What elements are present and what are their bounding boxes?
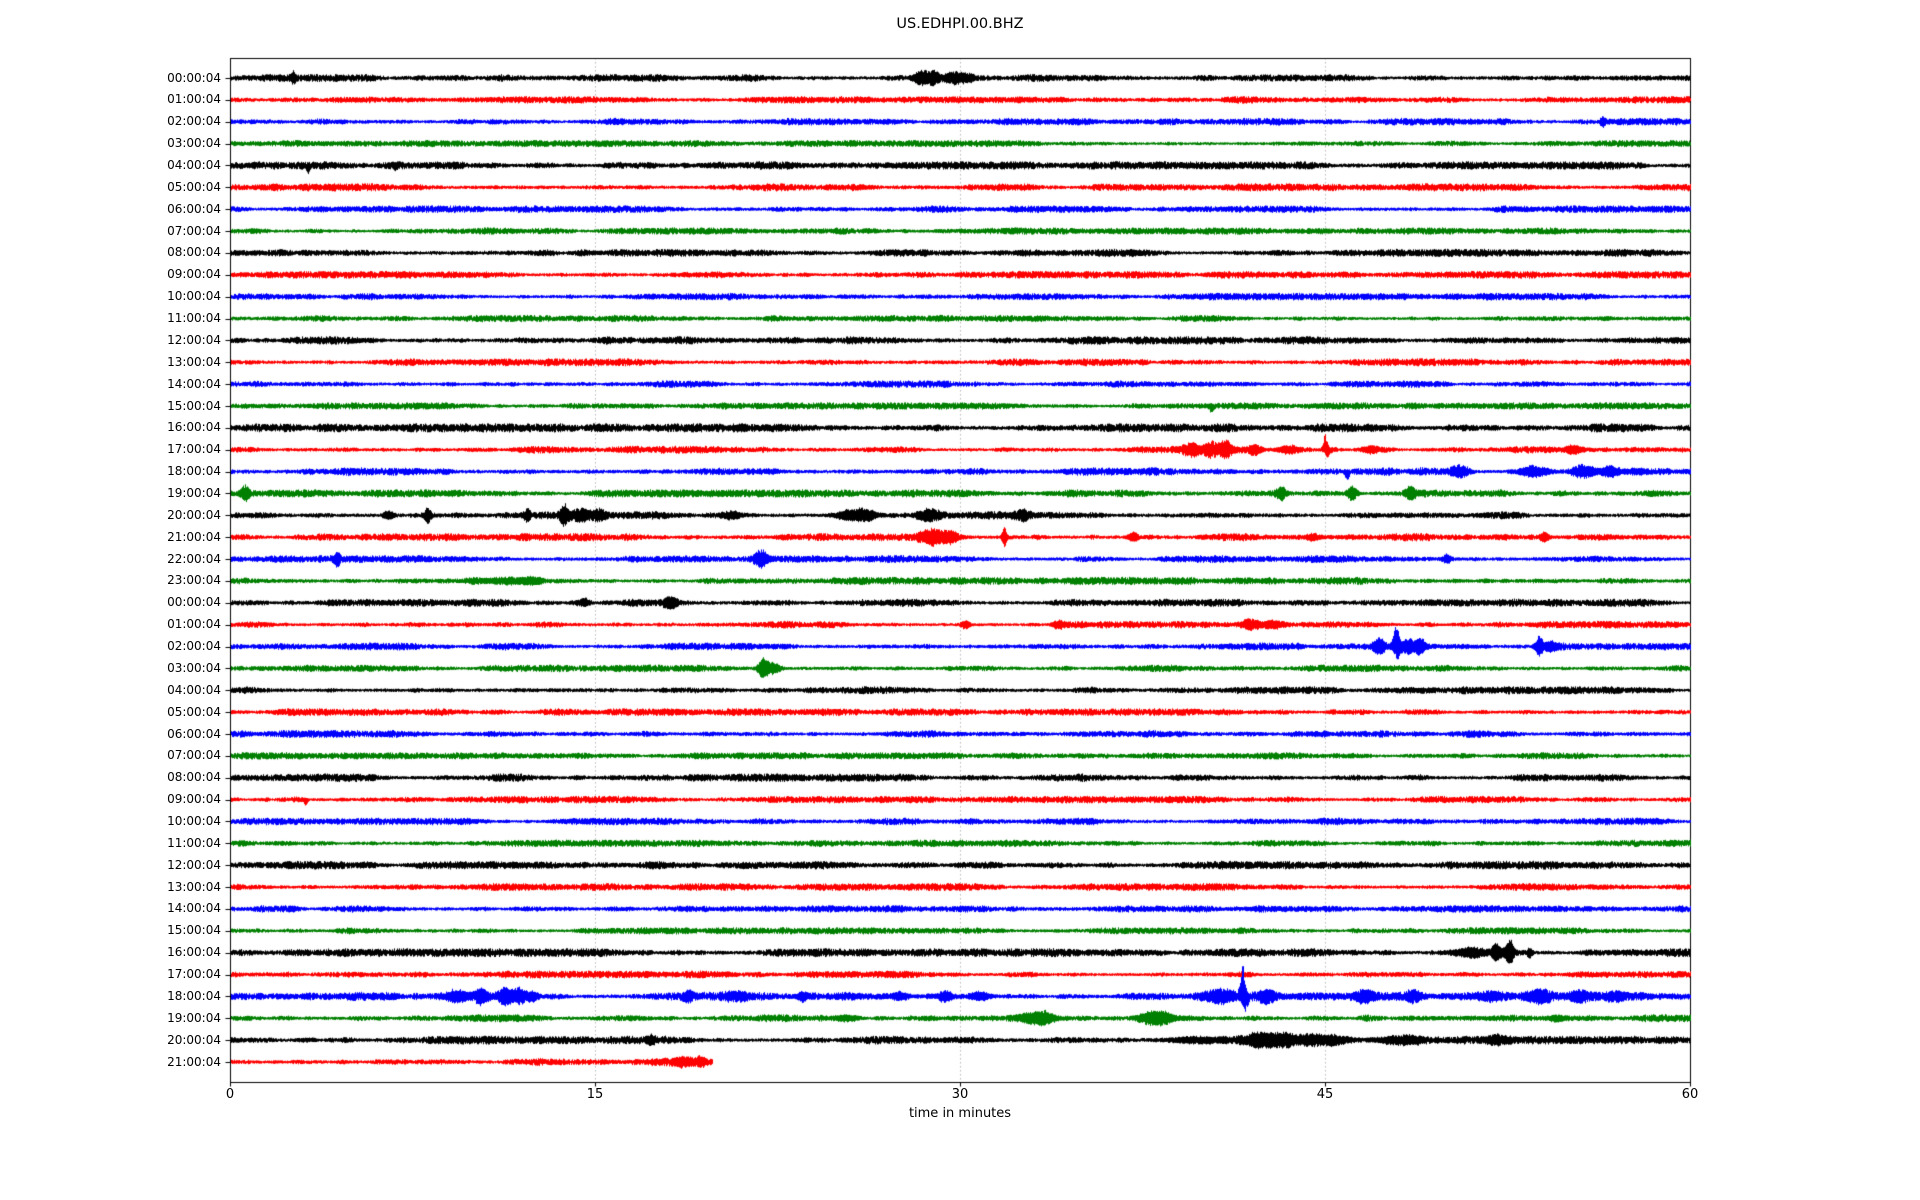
x-axis-label: time in minutes <box>908 1106 1012 1121</box>
chart-title: US.EDHPI.00.BHZ <box>896 16 1024 32</box>
